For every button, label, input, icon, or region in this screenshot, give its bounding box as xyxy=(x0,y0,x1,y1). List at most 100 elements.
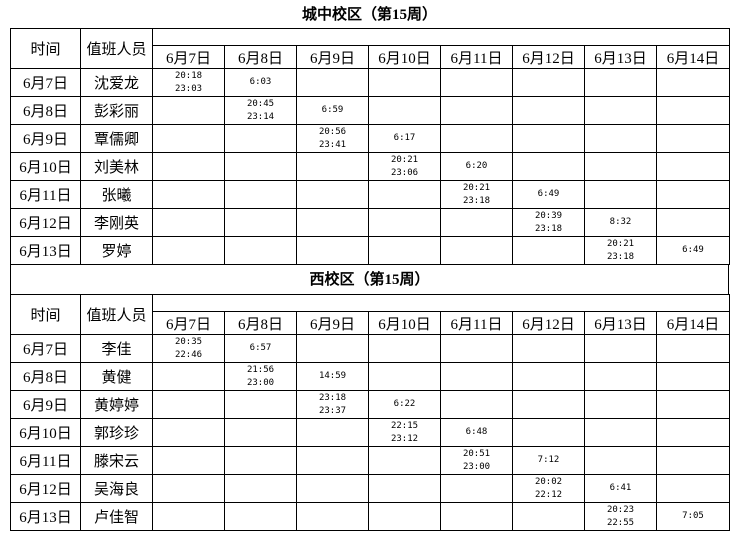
row-date: 6月9日 xyxy=(10,390,81,419)
table-row: 6月13日 罗婷 20:21 23:18 6:49 xyxy=(10,236,730,265)
time-cell: 20:56 23:41 xyxy=(296,124,369,153)
time-cell xyxy=(440,390,513,419)
time-cell xyxy=(152,180,225,209)
schedule-table: 时间 值班人员 6月7日 6月8日 6月9日 6月10日 6月11日 6月12日 6月13日 6月… xyxy=(10,294,730,531)
date-header: 6月9日 xyxy=(296,311,369,335)
row-person: 罗婷 xyxy=(80,236,153,265)
time-cell xyxy=(440,474,513,503)
time-cell: 21:56 23:00 xyxy=(224,362,297,391)
time-cell xyxy=(368,68,441,97)
time-cell xyxy=(440,502,513,531)
time-cell xyxy=(224,502,297,531)
date-header: 6月9日 xyxy=(296,45,369,69)
row-date: 6月9日 xyxy=(10,124,81,153)
time-cell xyxy=(440,124,513,153)
time-cell: 20:21 23:06 xyxy=(368,152,441,181)
table-row: 6月8日 黄健 21:56 23:00 14:59 xyxy=(10,362,730,391)
date-header-row: 6月7日 6月8日 6月9日 6月10日 6月11日 6月12日 6月13日 6月14日 xyxy=(11,311,730,335)
time-cell xyxy=(296,208,369,237)
time-cell xyxy=(584,418,657,447)
time-cell xyxy=(152,124,225,153)
time-cell xyxy=(296,180,369,209)
time-cell: 7:12 xyxy=(512,446,585,475)
time-cell: 20:45 23:14 xyxy=(224,96,297,125)
time-cell: 6:59 xyxy=(296,96,369,125)
time-cell xyxy=(296,502,369,531)
time-cell xyxy=(152,418,225,447)
time-cell xyxy=(440,362,513,391)
time-cell xyxy=(224,236,297,265)
time-cell xyxy=(656,152,730,181)
time-cell xyxy=(296,418,369,447)
time-cell xyxy=(152,474,225,503)
table-row: 6月7日 沈爱龙 20:18 23:03 6:03 xyxy=(10,68,730,97)
time-cell: 20:02 22:12 xyxy=(512,474,585,503)
row-person: 黄健 xyxy=(80,362,153,391)
time-cell: 6:49 xyxy=(656,236,730,265)
time-cell: 6:49 xyxy=(512,180,585,209)
date-header: 6月14日 xyxy=(656,311,730,335)
time-cell xyxy=(296,236,369,265)
time-cell xyxy=(584,334,657,363)
time-cell xyxy=(440,68,513,97)
time-cell xyxy=(152,96,225,125)
row-person: 覃儒卿 xyxy=(80,124,153,153)
row-date: 6月13日 xyxy=(10,236,81,265)
date-header-row: 6月7日 6月8日 6月9日 6月10日 6月11日 6月12日 6月13日 6月14日 xyxy=(11,45,730,69)
table-row: 6月10日 刘美林 20:21 23:06 6:20 xyxy=(10,152,730,181)
time-cell: 14:59 xyxy=(296,362,369,391)
time-cell xyxy=(152,362,225,391)
date-header: 6月7日 xyxy=(152,311,225,335)
time-cell: 20:21 23:18 xyxy=(440,180,513,209)
time-cell xyxy=(512,362,585,391)
time-cell xyxy=(368,96,441,125)
date-header: 6月8日 xyxy=(224,311,297,335)
table-row: 6月13日 卢佳智 20:23 22:55 7:05 xyxy=(10,502,730,531)
time-cell: 6:03 xyxy=(224,68,297,97)
time-cell: 20:35 22:46 xyxy=(152,334,225,363)
time-cell xyxy=(368,362,441,391)
section-title: 城中校区（第15周） xyxy=(301,7,437,23)
time-cell: 6:22 xyxy=(368,390,441,419)
header-blank xyxy=(152,28,730,46)
date-header: 6月14日 xyxy=(656,45,730,69)
row-date: 6月7日 xyxy=(10,68,81,97)
row-date: 6月13日 xyxy=(10,502,81,531)
table-row: 6月11日 张曦 20:21 23:18 6:49 xyxy=(10,180,730,209)
time-cell xyxy=(440,334,513,363)
time-cell: 6:48 xyxy=(440,418,513,447)
table-row: 6月7日 李佳 20:35 22:46 6:57 xyxy=(10,334,730,363)
row-person: 彭彩丽 xyxy=(80,96,153,125)
time-cell: 23:18 23:37 xyxy=(296,390,369,419)
time-cell xyxy=(440,96,513,125)
time-cell xyxy=(368,180,441,209)
time-cell xyxy=(224,418,297,447)
time-cell xyxy=(368,446,441,475)
time-cell xyxy=(152,236,225,265)
time-cell xyxy=(512,152,585,181)
time-cell xyxy=(512,418,585,447)
date-header: 6月13日 xyxy=(584,45,657,69)
time-cell xyxy=(512,96,585,125)
time-cell xyxy=(584,446,657,475)
time-cell xyxy=(296,152,369,181)
time-cell xyxy=(512,124,585,153)
time-cell xyxy=(656,446,730,475)
time-cell xyxy=(368,236,441,265)
section-title: 西校区（第15周） xyxy=(10,265,729,294)
time-cell xyxy=(224,208,297,237)
time-cell xyxy=(224,446,297,475)
row-person: 刘美林 xyxy=(80,152,153,181)
header-time: 时间 xyxy=(10,294,81,335)
time-cell xyxy=(512,68,585,97)
row-person: 黄婷婷 xyxy=(80,390,153,419)
table-row: 6月10日 郭珍珍 22:15 23:12 6:48 xyxy=(10,418,730,447)
time-cell: 20:18 23:03 xyxy=(152,68,225,97)
time-cell: 20:51 23:00 xyxy=(440,446,513,475)
time-cell: 8:32 xyxy=(584,208,657,237)
row-date: 6月10日 xyxy=(10,418,81,447)
date-header: 6月12日 xyxy=(512,45,585,69)
time-cell: 22:15 23:12 xyxy=(368,418,441,447)
header-time: 时间 xyxy=(10,28,81,69)
row-person: 张曦 xyxy=(80,180,153,209)
